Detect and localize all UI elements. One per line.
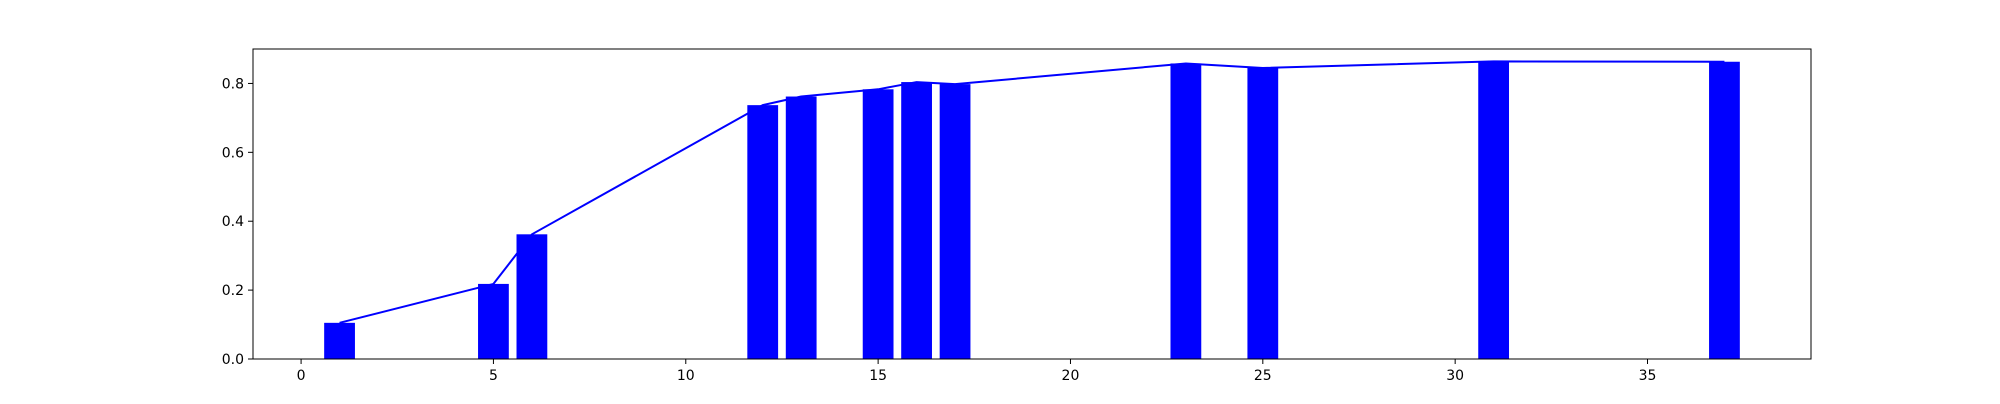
- y-tick-label-0.4: 0.4: [222, 214, 244, 230]
- x-tick-label-30: 30: [1446, 368, 1464, 384]
- bar-x-13: [785, 96, 817, 360]
- y-tick-label-0.0: 0.0: [222, 352, 244, 368]
- series-line: [339, 60, 1725, 324]
- x-tick-label-10: 10: [677, 368, 695, 384]
- x-tick-label-35: 35: [1639, 368, 1657, 384]
- y-tick-label-0.2: 0.2: [222, 283, 244, 299]
- bar-x-6: [516, 234, 548, 359]
- bar-x-5: [478, 283, 509, 359]
- bars-layer: [324, 61, 1740, 360]
- y-tick-label-0.8: 0.8: [222, 76, 244, 92]
- bar-x-37: [1709, 61, 1740, 359]
- x-tick-label-15: 15: [869, 368, 887, 384]
- bar-x-17: [939, 84, 971, 359]
- y-axis: 0.0 0.2 0.4 0.6 0.8: [222, 76, 253, 368]
- plot-frame: [252, 48, 1812, 360]
- x-tick-label-20: 20: [1062, 368, 1080, 384]
- bar-x-1: [324, 322, 355, 359]
- x-tick-label-0: 0: [297, 368, 306, 384]
- line-layer: [339, 60, 1725, 324]
- y-tick-label-0.6: 0.6: [222, 145, 244, 161]
- bar-x-31: [1478, 61, 1510, 360]
- x-axis: 0 5 10 15 20 25 30 35: [297, 359, 1657, 384]
- bar-x-16: [901, 82, 932, 360]
- bar-x-25: [1247, 67, 1279, 359]
- bar-x-15: [862, 89, 894, 360]
- x-tick-label-5: 5: [489, 368, 498, 384]
- x-tick-label-25: 25: [1254, 368, 1272, 384]
- bar-x-12: [747, 105, 779, 360]
- bar-x-23: [1170, 63, 1202, 359]
